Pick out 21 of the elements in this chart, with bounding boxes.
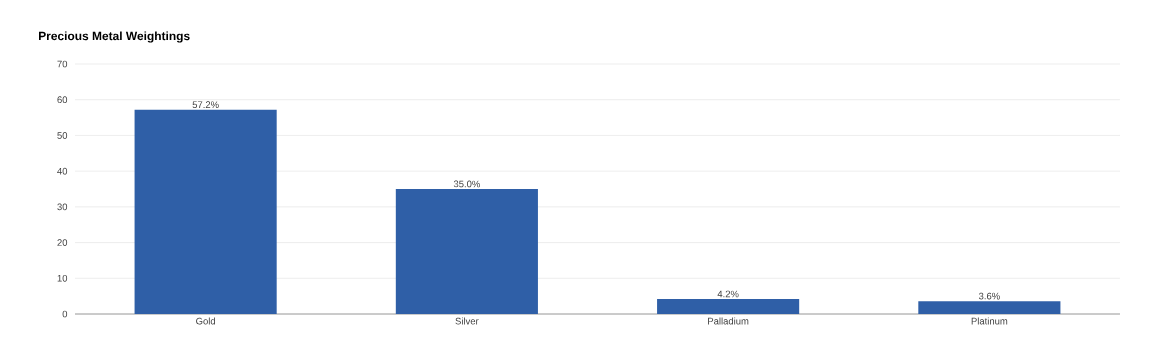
y-tick-label: 50	[57, 132, 68, 139]
bar	[395, 189, 538, 314]
x-tick-label: Platinum	[971, 317, 1008, 325]
bar	[918, 301, 1061, 314]
data-label: 35.0%	[453, 180, 480, 188]
y-tick-label: 70	[57, 60, 68, 68]
y-tick-label: 40	[57, 167, 68, 175]
x-tick-label: Gold	[196, 317, 216, 325]
y-tick-label: 0	[62, 310, 68, 318]
chart-title: Precious Metal Weightings	[39, 31, 190, 43]
y-tick-label: 30	[57, 203, 68, 211]
y-tick-label: 20	[57, 239, 68, 246]
y-tick-label: 60	[57, 96, 68, 104]
x-tick-label: Palladium	[708, 317, 749, 325]
x-tick-label: Silver	[455, 317, 479, 325]
data-label: 57.2%	[192, 101, 219, 109]
data-label: 4.2%	[717, 290, 739, 298]
y-tick-label: 10	[57, 274, 68, 282]
bar	[134, 109, 277, 314]
data-label: 3.6%	[978, 292, 1000, 300]
bar	[657, 299, 800, 314]
